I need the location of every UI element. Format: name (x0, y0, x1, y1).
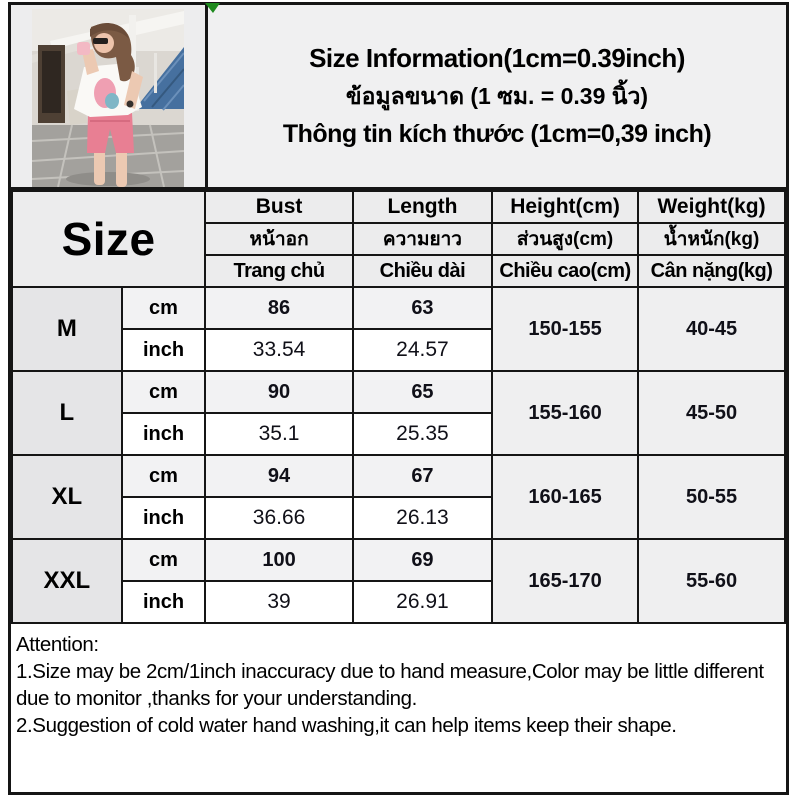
title-english: Size Information(1cm=0.39inch) (309, 43, 685, 73)
table-row: L cm 90 65 155-160 45-50 (11, 370, 786, 456)
column-header-size: Size (10, 190, 207, 288)
model-photo (32, 9, 184, 187)
length-cm-value: 65 (351, 370, 494, 414)
weight-range-value: 40-45 (637, 286, 786, 372)
size-label-l: L (11, 370, 123, 456)
top-band: Size Information(1cm=0.39inch) ข้อมูลขนา… (11, 5, 786, 190)
table-row: M cm 86 63 150-155 40-45 (11, 286, 786, 372)
corner-flag-icon (205, 3, 220, 13)
size-table: Size Bust Length Height(cm) Weight(kg) ห… (10, 190, 786, 624)
size-label-xxl: XXL (11, 538, 123, 624)
table-row: inch 39 26.91 (12, 580, 785, 624)
height-range-value: 150-155 (490, 286, 640, 372)
attention-heading: Attention: (16, 633, 99, 656)
column-header-height-vi: Chiều cao(cm) (490, 254, 640, 288)
column-header-bust-vi: Trang chủ (204, 254, 354, 288)
unit-label-inch: inch (120, 496, 207, 540)
bust-inch-value: 39 (204, 580, 354, 624)
content-frame: Size Information(1cm=0.39inch) ข้อมูลขนา… (8, 2, 789, 795)
column-header-bust-th: หน้าอก (204, 222, 354, 256)
column-header-weight-en: Weight(kg) (637, 190, 786, 224)
unit-label-cm: cm (120, 538, 207, 582)
table-row: XL cm 94 67 160-165 50-55 (11, 454, 786, 540)
weight-range-value: 55-60 (637, 538, 786, 624)
length-inch-value: 25.35 (351, 412, 494, 456)
height-range-value: 160-165 (490, 454, 640, 540)
weight-range-value: 50-55 (637, 454, 786, 540)
column-header-weight-vi: Cân nặng(kg) (637, 254, 786, 288)
length-cm-value: 69 (351, 538, 494, 582)
unit-label-inch: inch (120, 580, 207, 624)
table-row: inch 35.1 25.35 (12, 412, 785, 456)
unit-label-inch: inch (120, 412, 207, 456)
title-vietnamese: Thông tin kích thước (1cm=0,39 inch) (282, 120, 712, 148)
bust-inch-value: 33.54 (204, 328, 354, 372)
bust-cm-value: 86 (204, 286, 354, 330)
bust-cm-value: 100 (204, 538, 354, 582)
size-label-xl: XL (11, 454, 123, 540)
column-header-bust-en: Bust (204, 190, 354, 224)
title-thai: ข้อมูลขนาด (1 ซม. = 0.39 นิ้ว) (345, 83, 649, 109)
table-row: inch 36.66 26.13 (12, 496, 785, 540)
column-header-height-en: Height(cm) (490, 190, 640, 224)
unit-label-cm: cm (120, 286, 207, 330)
height-range-value: 165-170 (490, 538, 640, 624)
column-header-weight-th: น้ำหนัก(kg) (637, 222, 786, 256)
length-cm-value: 67 (351, 454, 494, 498)
weight-range-value: 45-50 (637, 370, 786, 456)
table-row: inch 33.54 24.57 (12, 328, 785, 372)
unit-label-inch: inch (120, 328, 207, 372)
attention-notes: Attention: 1.Size may be 2cm/1inch inacc… (11, 624, 786, 792)
length-inch-value: 24.57 (351, 328, 494, 372)
size-label-m: M (11, 286, 123, 372)
table-row: XXL cm 100 69 165-170 55-60 (11, 538, 786, 624)
bust-cm-value: 90 (204, 370, 354, 414)
column-header-length-vi: Chiều dài (351, 254, 494, 288)
bust-inch-value: 36.66 (204, 496, 354, 540)
column-header-height-th: ส่วนสูง(cm) (490, 222, 640, 256)
title-block: Size Information(1cm=0.39inch) ข้อมูลขนา… (208, 5, 786, 187)
bust-inch-value: 35.1 (204, 412, 354, 456)
column-header-length-en: Length (351, 190, 494, 224)
length-inch-value: 26.91 (351, 580, 494, 624)
attention-note-2: 2.Suggestion of cold water hand washing,… (16, 714, 677, 737)
model-photo-cell (11, 5, 208, 187)
attention-note-1: 1.Size may be 2cm/1inch inaccuracy due t… (16, 660, 764, 710)
column-header-length-th: ความยาว (351, 222, 494, 256)
length-cm-value: 63 (351, 286, 494, 330)
unit-label-cm: cm (120, 370, 207, 414)
bust-cm-value: 94 (204, 454, 354, 498)
unit-label-cm: cm (120, 454, 207, 498)
length-inch-value: 26.13 (351, 496, 494, 540)
height-range-value: 155-160 (490, 370, 640, 456)
